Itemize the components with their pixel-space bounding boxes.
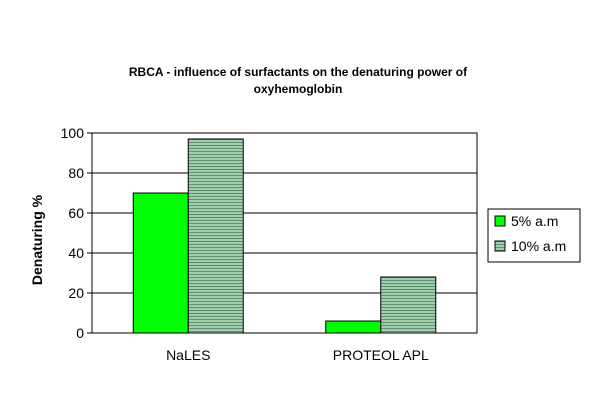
bar-series-1-cat-0 xyxy=(187,138,244,334)
legend-swatch-5pct xyxy=(494,215,506,227)
bars xyxy=(132,138,437,334)
chart-title-line-2: oxyhemoglobin xyxy=(254,82,343,96)
y-axis-label: Denaturing % xyxy=(29,194,45,285)
x-category-label: PROTEOL APL xyxy=(333,347,429,363)
y-tick-label: 0 xyxy=(76,325,84,341)
y-tick-label: 40 xyxy=(68,245,84,261)
legend-label-5pct: 5% a.m xyxy=(511,213,558,229)
y-tick-label: 60 xyxy=(68,205,84,221)
x-axis-categories: NaLES PROTEOL APL xyxy=(166,347,429,363)
bar-series-0-cat-0 xyxy=(132,192,189,334)
legend-swatch-10pct xyxy=(494,240,506,252)
y-axis-ticks: 0 20 40 60 80 100 xyxy=(61,125,92,341)
x-category-label: NaLES xyxy=(166,347,210,363)
y-tick-label: 20 xyxy=(68,285,84,301)
y-tick-label: 100 xyxy=(61,125,85,141)
bar-series-1-cat-1 xyxy=(380,276,437,334)
chart-title-line-1: RBCA - influence of surfactants on the d… xyxy=(129,65,468,79)
legend: 5% a.m 10% a.m xyxy=(487,208,581,263)
y-tick-label: 80 xyxy=(68,165,84,181)
legend-label-10pct: 10% a.m xyxy=(511,238,566,254)
bar-series-0-cat-1 xyxy=(325,320,382,334)
